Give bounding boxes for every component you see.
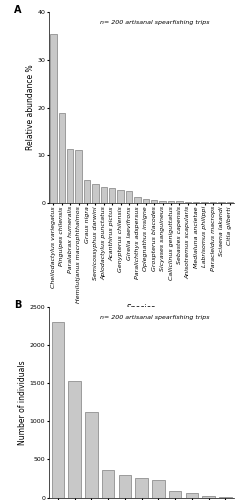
Bar xyxy=(219,496,232,498)
Bar xyxy=(135,478,148,498)
Bar xyxy=(109,188,115,202)
Bar xyxy=(102,470,114,498)
Y-axis label: Number of individuals: Number of individuals xyxy=(18,360,27,444)
Bar xyxy=(101,188,107,202)
Bar xyxy=(85,412,98,498)
Bar xyxy=(75,150,82,203)
Bar xyxy=(50,34,57,202)
Bar xyxy=(152,480,165,498)
Text: n= 200 artisanal spearfishing trips: n= 200 artisanal spearfishing trips xyxy=(100,315,209,320)
Bar xyxy=(92,184,99,203)
Bar xyxy=(185,494,198,498)
Bar xyxy=(143,198,149,202)
Bar xyxy=(59,114,65,202)
Bar xyxy=(202,496,215,498)
Bar xyxy=(169,492,181,498)
Text: n= 200 artisanal spearfishing trips: n= 200 artisanal spearfishing trips xyxy=(100,20,209,25)
Bar xyxy=(134,197,141,202)
Bar xyxy=(151,200,157,202)
Bar xyxy=(119,476,131,498)
Bar xyxy=(69,381,81,498)
Bar xyxy=(67,150,73,203)
Bar xyxy=(52,322,64,498)
Bar xyxy=(118,190,124,202)
Bar xyxy=(159,201,166,202)
X-axis label: Species: Species xyxy=(127,304,156,314)
Y-axis label: Relative abundance %: Relative abundance % xyxy=(26,65,35,150)
Bar xyxy=(84,180,90,203)
Text: B: B xyxy=(15,300,22,310)
Bar xyxy=(126,191,132,202)
Text: A: A xyxy=(15,5,22,15)
